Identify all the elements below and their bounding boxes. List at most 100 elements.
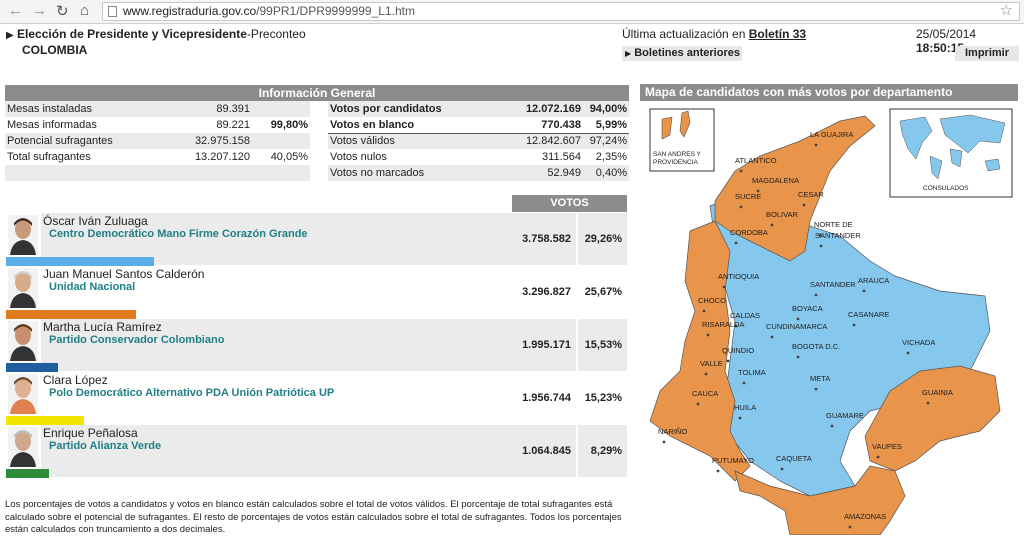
candidate-row-bg bbox=[41, 266, 513, 318]
candidate-row-bg bbox=[41, 319, 513, 371]
department-map[interactable]: SAN ANDRES Y PROVIDENCIA CONSULADOS LA GU… bbox=[640, 101, 1018, 536]
department-capital-dot bbox=[830, 424, 834, 428]
candidate-color-bar bbox=[6, 416, 84, 425]
department-label: NORTE DE bbox=[814, 220, 853, 229]
candidate-row[interactable]: Clara López Polo Democrático Alternativo … bbox=[5, 372, 627, 425]
info-row: Votos nulos 311.564 2,35% bbox=[328, 149, 629, 165]
previous-bulletins-button[interactable]: ▶ Boletines anteriores bbox=[622, 46, 742, 61]
info-value: 13.207.120 bbox=[194, 151, 250, 163]
candidate-votes: 3.296.827 bbox=[513, 266, 576, 318]
info-pct: 97,24% bbox=[589, 135, 627, 147]
candidate-party: Partido Alianza Verde bbox=[49, 440, 162, 452]
candidate-color-bar bbox=[6, 363, 58, 372]
info-general-title: Información General bbox=[5, 85, 629, 101]
candidate-photo bbox=[8, 427, 38, 467]
candidate-row[interactable]: Juan Manuel Santos Calderón Unidad Nacion… bbox=[5, 266, 627, 319]
candidate-party: Polo Democrático Alternativo PDA Unión P… bbox=[49, 387, 335, 399]
footnote: Los porcentajes de votos a candidatos y … bbox=[5, 499, 622, 535]
home-icon[interactable]: ⌂ bbox=[80, 2, 90, 19]
department-capital-dot bbox=[814, 143, 818, 147]
department-label: VALLE bbox=[700, 359, 723, 368]
info-value: 89.221 bbox=[216, 119, 250, 131]
department-capital-dot bbox=[876, 455, 880, 459]
colombia-map-svg[interactable]: SAN ANDRES Y PROVIDENCIA CONSULADOS LA GU… bbox=[640, 101, 1018, 536]
department-label: ANTIOQUIA bbox=[718, 272, 759, 281]
candidate-row-bg bbox=[41, 213, 513, 265]
department-label: MAGDALENA bbox=[752, 176, 799, 185]
department-capital-dot bbox=[696, 402, 700, 406]
candidate-name: Óscar Iván Zuluaga bbox=[43, 214, 148, 228]
department-label: CHOCO bbox=[698, 296, 726, 305]
department-capital-dot bbox=[716, 469, 720, 473]
info-label: Votos nulos bbox=[330, 151, 387, 163]
department-label: GUAINIA bbox=[922, 388, 953, 397]
candidate-votes: 1.995.171 bbox=[513, 319, 576, 371]
info-pct: 94,00% bbox=[589, 103, 627, 115]
department-label: META bbox=[810, 374, 830, 383]
info-value: 12.842.607 bbox=[525, 135, 581, 147]
print-button[interactable]: Imprimir bbox=[955, 46, 1019, 61]
candidate-color-bar bbox=[6, 469, 49, 478]
info-row-empty bbox=[5, 165, 310, 181]
back-icon[interactable]: ← bbox=[8, 2, 23, 19]
department-capital-dot bbox=[738, 416, 742, 420]
map-north-orange bbox=[714, 115, 876, 262]
department-label: BOGOTA D.C. bbox=[792, 342, 840, 351]
previous-bulletins-label: Boletines anteriores bbox=[634, 47, 740, 59]
department-label: QUINDIO bbox=[722, 346, 754, 355]
info-label: Mesas informadas bbox=[7, 119, 97, 131]
department-label: PUTUMAYO bbox=[712, 456, 754, 465]
info-row: Mesas instaladas 89.391 bbox=[5, 101, 310, 117]
info-label: Total sufragantes bbox=[7, 151, 91, 163]
address-bar[interactable]: www.registraduria.gov.co/99PR1/DPR999999… bbox=[102, 2, 1020, 21]
candidate-name: Clara López bbox=[43, 373, 108, 387]
department-capital-dot bbox=[796, 317, 800, 321]
candidate-pct: 25,67% bbox=[578, 266, 627, 318]
department-capital-dot bbox=[756, 189, 760, 193]
update-label: Última actualización en bbox=[622, 27, 746, 41]
bulletin-link[interactable]: Boletín 33 bbox=[748, 27, 807, 41]
department-label: AMAZONAS bbox=[844, 512, 886, 521]
candidate-pct: 15,53% bbox=[578, 319, 627, 371]
department-label: SUCRE bbox=[735, 192, 761, 201]
info-label: Votos válidos bbox=[330, 135, 395, 147]
info-row: Votos no marcados 52.949 0,40% bbox=[328, 165, 629, 181]
info-label: Mesas instaladas bbox=[7, 103, 92, 115]
department-label: CAQUETA bbox=[776, 454, 812, 463]
department-label: GUAMARE bbox=[826, 411, 864, 420]
department-capital-dot bbox=[726, 359, 730, 363]
candidate-photo bbox=[8, 321, 38, 361]
info-row: Votos por candidatos 12.072.169 94,00% bbox=[328, 101, 629, 117]
department-label: CAUCA bbox=[692, 389, 718, 398]
candidate-row-bg bbox=[41, 372, 513, 424]
department-capital-dot bbox=[770, 223, 774, 227]
department-capital-dot bbox=[742, 381, 746, 385]
department-capital-dot bbox=[926, 401, 930, 405]
candidate-row[interactable]: Óscar Iván Zuluaga Centro Democrático Man… bbox=[5, 213, 627, 266]
reload-icon[interactable]: ↻ bbox=[56, 3, 69, 20]
forward-icon[interactable]: → bbox=[32, 2, 47, 19]
info-row: Potencial sufragantes 32.975.158 bbox=[5, 133, 310, 149]
info-pct: 5,99% bbox=[595, 119, 627, 131]
election-title: ▶ Elección de Presidente y Vicepresident… bbox=[6, 27, 306, 41]
info-value: 52.949 bbox=[547, 167, 581, 179]
department-capital-dot bbox=[706, 333, 710, 337]
url-host: www.registraduria.gov.co bbox=[123, 4, 257, 18]
bookmark-star-icon[interactable]: ☆ bbox=[999, 2, 1013, 19]
department-label: NARIÑO bbox=[658, 427, 687, 436]
info-pct: 40,05% bbox=[270, 151, 308, 163]
candidate-photo bbox=[8, 374, 38, 414]
title-text: Elección de Presidente y Vicepresidente bbox=[17, 27, 247, 41]
info-row: Votos válidos 12.842.607 97,24% bbox=[328, 133, 629, 149]
candidate-row[interactable]: Martha Lucía Ramírez Partido Conservador … bbox=[5, 319, 627, 372]
candidate-party: Partido Conservador Colombiano bbox=[49, 334, 225, 346]
map-pacific-orange bbox=[649, 220, 751, 482]
info-value: 89.391 bbox=[216, 103, 250, 115]
candidate-name: Enrique Peñalosa bbox=[43, 426, 138, 440]
department-label: HUILA bbox=[734, 403, 756, 412]
candidate-row[interactable]: Enrique Peñalosa Partido Alianza Verde 1.0… bbox=[5, 425, 627, 478]
department-capital-dot bbox=[704, 372, 708, 376]
department-capital-dot bbox=[796, 355, 800, 359]
candidate-party: Unidad Nacional bbox=[49, 281, 136, 293]
department-capital-dot bbox=[722, 285, 726, 289]
